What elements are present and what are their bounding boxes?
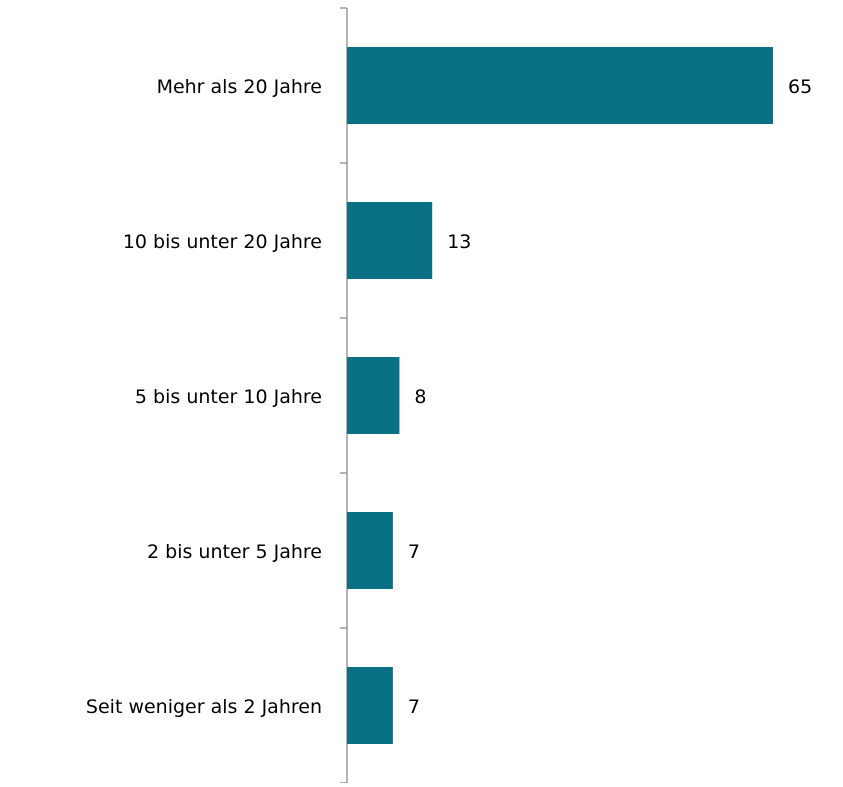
category-label: Mehr als 20 Jahre xyxy=(157,76,322,98)
bar xyxy=(347,202,433,279)
value-label: 8 xyxy=(414,386,426,408)
category-label: 2 bis unter 5 Jahre xyxy=(147,541,322,563)
bar xyxy=(347,667,393,744)
bar xyxy=(347,512,393,589)
category-label: 10 bis unter 20 Jahre xyxy=(123,231,322,253)
value-label: 13 xyxy=(447,231,471,253)
value-label: 7 xyxy=(408,696,420,718)
category-label: Seit weniger als 2 Jahren xyxy=(86,696,322,718)
value-label: 7 xyxy=(408,541,420,563)
category-label: 5 bis unter 10 Jahre xyxy=(135,386,322,408)
bar xyxy=(347,47,773,124)
value-label: 65 xyxy=(788,76,812,98)
bar xyxy=(347,357,400,434)
